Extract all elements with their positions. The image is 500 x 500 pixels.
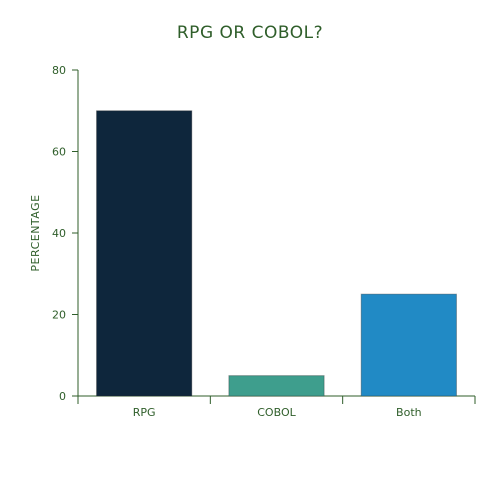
x-axis: RPG COBOL Both (77, 395, 476, 419)
y-tick-label: 20 (52, 309, 66, 322)
chart-title: RPG OR COBOL? (177, 23, 323, 43)
y-tick-label: 0 (59, 390, 66, 403)
x-tick-label: COBOL (257, 406, 296, 419)
bars (96, 110, 457, 397)
y-axis: 0 20 40 60 80 (52, 64, 79, 403)
y-tick-label: 60 (52, 146, 66, 159)
y-axis-title: PERCENTAGE (29, 194, 42, 271)
y-tick-label: 40 (52, 227, 66, 240)
bar-rpg (96, 110, 193, 397)
bar-cobol (228, 375, 325, 397)
x-tick-label: Both (396, 406, 422, 419)
bar-both (360, 293, 457, 397)
x-tick-label: RPG (133, 406, 156, 419)
y-tick-label: 80 (52, 64, 66, 77)
